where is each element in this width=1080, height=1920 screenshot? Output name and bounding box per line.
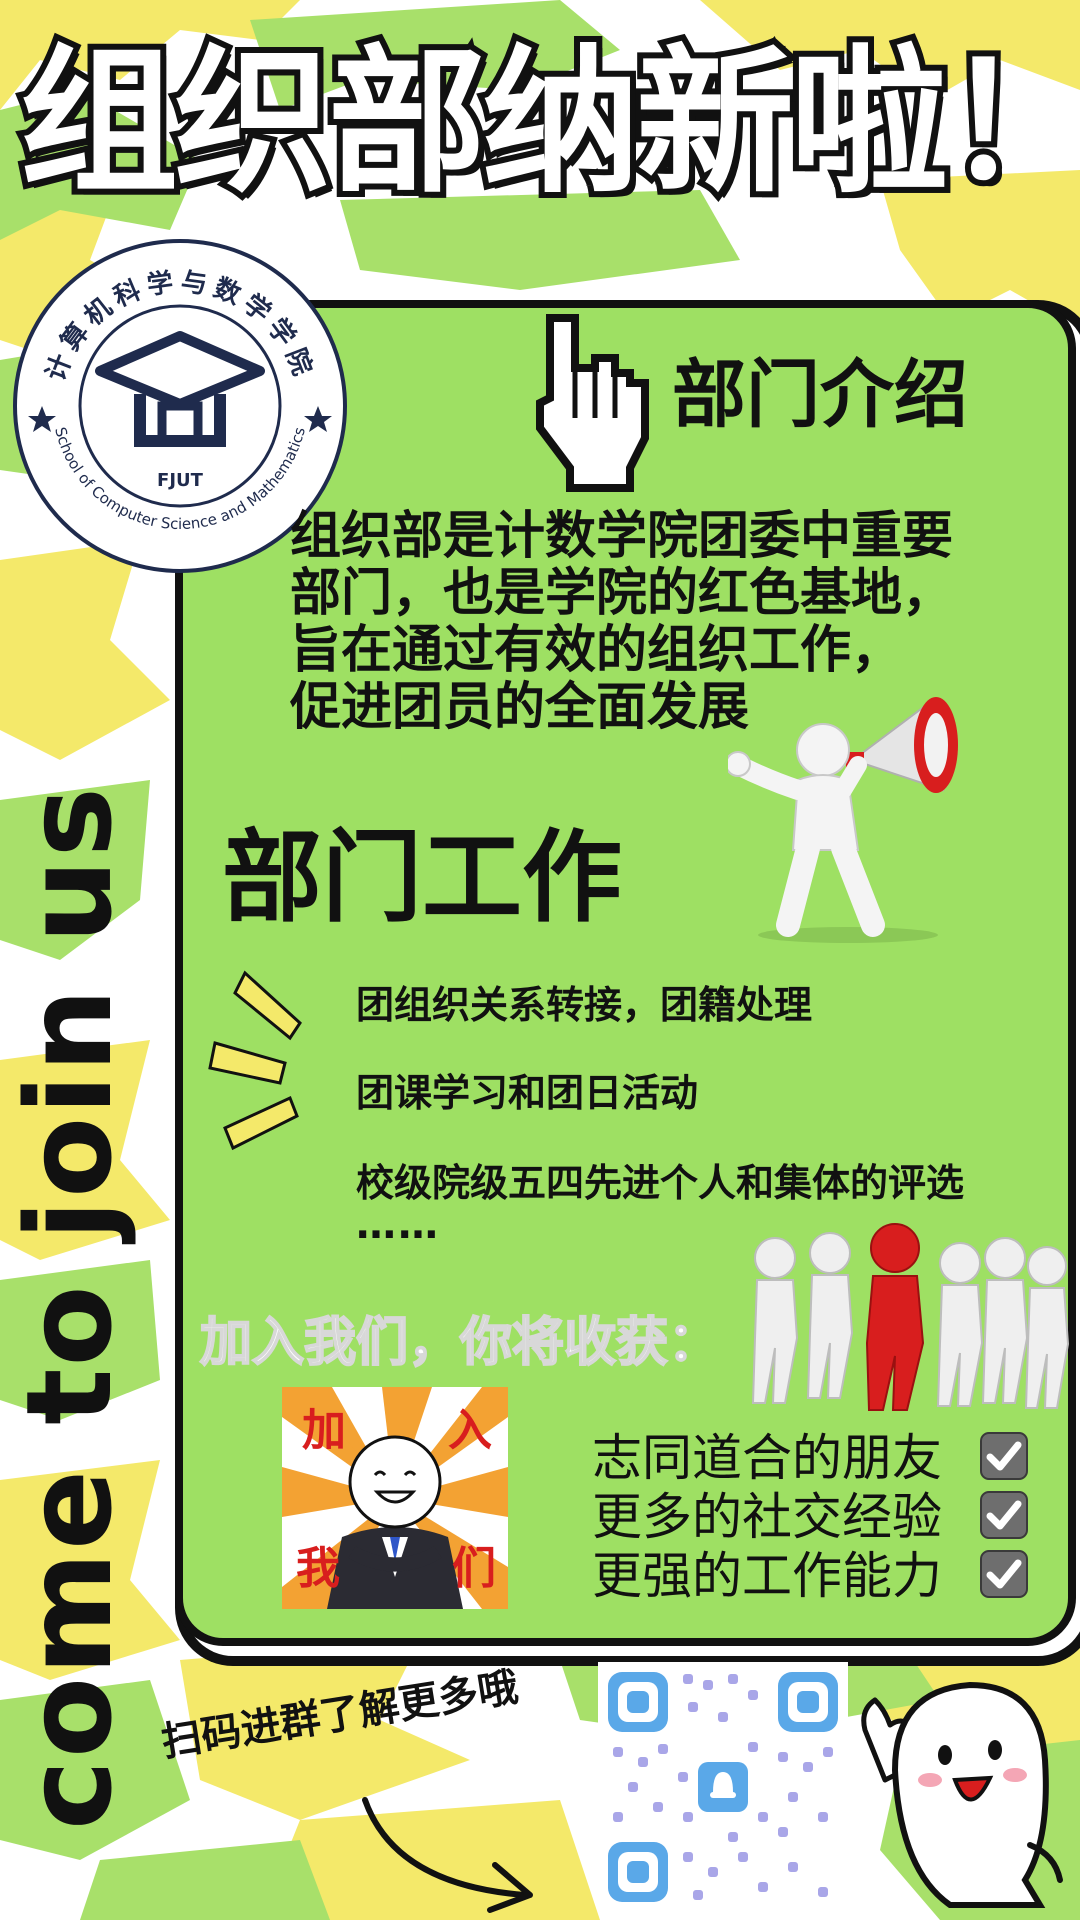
logo-abbr: FJUT (157, 470, 204, 491)
join-sticker-icon (282, 1387, 508, 1609)
intro-line: 部门，也是学院的红色基地， (290, 564, 954, 623)
sticker-char: 加 (302, 1405, 346, 1456)
join-heading: 加入我们，你将收获： (199, 1312, 721, 1374)
pointing-hand-icon (536, 314, 649, 492)
intro-paragraph: 组织部是计数学院团委中重要 部门，也是学院的红色基地， 旨在通过有效的组织工作，… (290, 508, 1050, 736)
college-logo: 计算机科学与数学学院 School of Computer Science an… (13, 239, 347, 573)
intro-line: 旨在通过有效的组织工作， (290, 621, 903, 680)
intro-line: 组织部是计数学院团委中重要 (290, 507, 954, 566)
intro-heading: 部门介绍 (672, 352, 968, 438)
checkbox-checked-icon (980, 1491, 1028, 1539)
star-left-icon (28, 406, 56, 432)
work-item: 团课学习和团日活动 (356, 1071, 699, 1115)
work-item: 校级院级五四先进个人和集体的评选 (356, 1161, 965, 1205)
checkbox-checked-icon (980, 1550, 1028, 1598)
benefit-item: 更强的工作能力 (592, 1547, 942, 1605)
benefit-item: 志同道合的朋友 (592, 1429, 942, 1487)
benefit-item: 更多的社交经验 (592, 1488, 942, 1546)
qr-code[interactable] (598, 1662, 848, 1912)
curved-arrow-icon (362, 1797, 533, 1913)
star-right-icon (304, 406, 332, 432)
poster-title: 组织部纳新啦！ (14, 25, 1080, 221)
spark-lines-icon (208, 970, 302, 1151)
waving-cartoon-icon (861, 1681, 1063, 1908)
graduation-cap-icon (95, 331, 265, 447)
team-figures-icon (751, 1223, 1070, 1411)
intro-line: 促进团员的全面发展 (290, 678, 750, 737)
work-item: 团组织关系转接，团籍处理 (356, 983, 813, 1027)
work-ellipsis: …… (356, 1202, 440, 1248)
sticker-char: 们 (452, 1543, 496, 1594)
megaphone-figure-icon (728, 697, 958, 943)
sticker-char: 我 (296, 1543, 340, 1594)
sticker-char: 入 (448, 1405, 492, 1456)
side-slogan: come to join us (0, 785, 138, 1830)
work-heading: 部门工作 (222, 819, 622, 936)
checkbox-checked-icon (980, 1432, 1028, 1480)
